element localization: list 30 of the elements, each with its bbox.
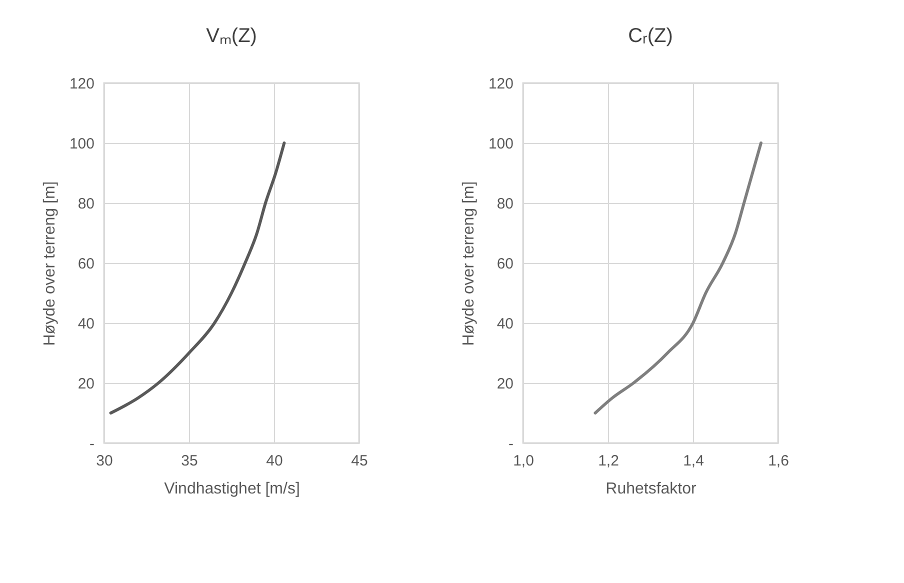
y-tick-label: 120 xyxy=(488,76,514,92)
x-tick-label: 1,4 xyxy=(683,452,704,470)
chart-title: Cᵣ(Z) xyxy=(628,25,673,47)
y-tick-label: 100 xyxy=(69,136,94,152)
y-tick-label: 80 xyxy=(496,196,514,212)
y-tick-label: 40 xyxy=(496,316,514,332)
y-axis-title: Høyde over terreng [m] xyxy=(41,181,58,346)
x-axis-title: Vindhastighet [m/s] xyxy=(164,480,300,498)
y-tick-label: 120 xyxy=(69,76,94,92)
x-tick-label: 1,6 xyxy=(768,452,789,470)
line-series xyxy=(594,142,762,414)
y-axis-title: Høyde over terreng [m] xyxy=(460,181,478,346)
y-tick-label: 40 xyxy=(78,316,94,332)
x-tick-label: 35 xyxy=(181,452,198,470)
chart-title: Vₘ(Z) xyxy=(206,25,257,47)
x-tick-label: 1,2 xyxy=(598,452,619,470)
x-tick-label: 45 xyxy=(351,452,368,470)
y-tick-label: 100 xyxy=(488,136,514,152)
y-tick-label: 20 xyxy=(496,376,514,392)
y-tick-label: 80 xyxy=(78,196,94,212)
line-series xyxy=(109,142,286,414)
x-axis-title: Ruhetsfaktor xyxy=(606,480,698,498)
y-tick-label: 60 xyxy=(78,256,94,272)
y-tick-label: - xyxy=(90,436,94,452)
x-tick-label: 1,0 xyxy=(513,452,534,470)
x-tick-label: 40 xyxy=(266,452,283,470)
y-tick-label: 20 xyxy=(78,376,94,392)
y-tick-label: - xyxy=(508,436,514,452)
x-tick-label: 30 xyxy=(96,452,113,470)
y-tick-label: 60 xyxy=(496,256,514,272)
